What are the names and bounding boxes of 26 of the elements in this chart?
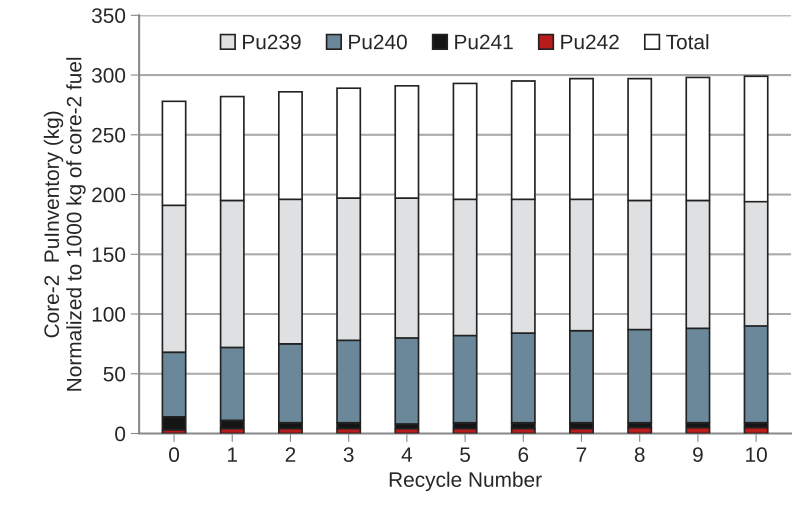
x-tick-label: 9 [693,447,703,462]
y-tick-label: 50 [104,366,126,382]
y-tick-label: 200 [92,188,126,202]
y-tick-label: 150 [92,247,126,262]
x-axis-title: Recycle Number [390,472,542,492]
legend-label: Pu241 [455,34,513,50]
x-tick-label: 7 [576,447,586,462]
x-tick-label: 2 [286,447,296,462]
y-axis-title: Core-2 PuInventory (kg) Normalized to 1000 kg of core-2 fuel [44,58,86,391]
x-tick-label: 3 [344,447,354,462]
x-tick-label: 0 [169,447,180,462]
y-tick-label: 0 [115,426,126,442]
legend-label: Total [666,34,708,50]
x-tick-label: 4 [402,447,412,462]
x-tick-label: 10 [746,447,767,462]
x-tick-label: 5 [460,447,470,462]
legend-label: Pu242 [561,34,619,50]
y-tick-label: 350 [92,8,126,24]
x-tick-label: 1 [228,447,238,462]
y-tick-label: 300 [92,68,126,83]
x-tick-label: 8 [634,447,645,462]
legend-label: Pu239 [243,34,301,50]
x-tick-label: 6 [518,447,528,462]
legend-label: Pu240 [349,34,407,50]
y-tick-label: 250 [92,128,126,143]
y-tick-label: 100 [92,307,126,322]
